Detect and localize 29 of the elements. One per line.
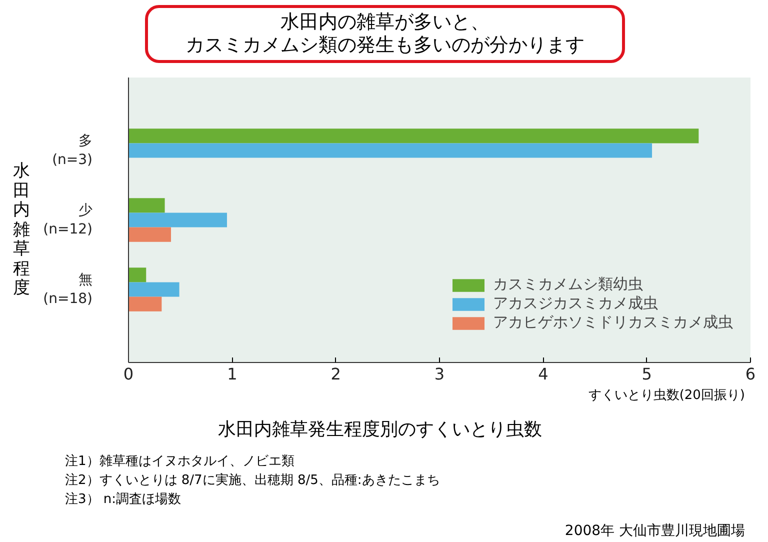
- legend-label: カスミカメムシ類幼虫: [493, 275, 643, 294]
- bar: [128, 212, 227, 228]
- text: 水田内雑草発生程度別のすくいとり虫数: [218, 418, 542, 442]
- text: 注3） n:調査ほ場数: [65, 492, 182, 507]
- x-tick-label: 6: [745, 364, 756, 384]
- bar: [128, 128, 699, 144]
- text: 注1）雑草種はイヌホタルイ、ノビエ類: [65, 454, 294, 469]
- y-tick-label: 少 (n=12): [43, 202, 92, 238]
- bar: [128, 227, 172, 242]
- bar: [128, 268, 146, 282]
- x-tick-label: 5: [642, 364, 652, 384]
- text: 注2）すくいとりは 8/7に実施、出穂期 8/5、品種:あきたこまち: [65, 472, 440, 488]
- x-tick-label: 2: [330, 364, 341, 384]
- x-tick-label: 0: [123, 364, 134, 384]
- bar: [128, 198, 165, 213]
- y-axis-title: 水田内雑草程度: [13, 161, 30, 299]
- text: 水田内の雑草が多いと、カスミカメムシ類の発生も多いのが分かります: [145, 5, 625, 63]
- y-tick-label: 多 (n=3): [52, 132, 93, 168]
- x-tick-label: 1: [227, 364, 238, 384]
- text: 2008年 大仙市豊川現地圃場: [564, 522, 745, 541]
- x-tick-label: 4: [538, 364, 548, 384]
- x-tick-label: 3: [434, 364, 445, 384]
- bar: [128, 282, 180, 297]
- bar: [128, 296, 162, 312]
- bar: [128, 143, 652, 158]
- legend-label: アカスジカスミカメ成虫: [493, 294, 658, 313]
- legend-label: アカヒゲホソミドリカスミカメ成虫: [493, 313, 733, 332]
- y-tick-label: 無 (n=18): [43, 272, 92, 308]
- x-axis-title: すくいとり虫数(20回振り): [588, 387, 745, 405]
